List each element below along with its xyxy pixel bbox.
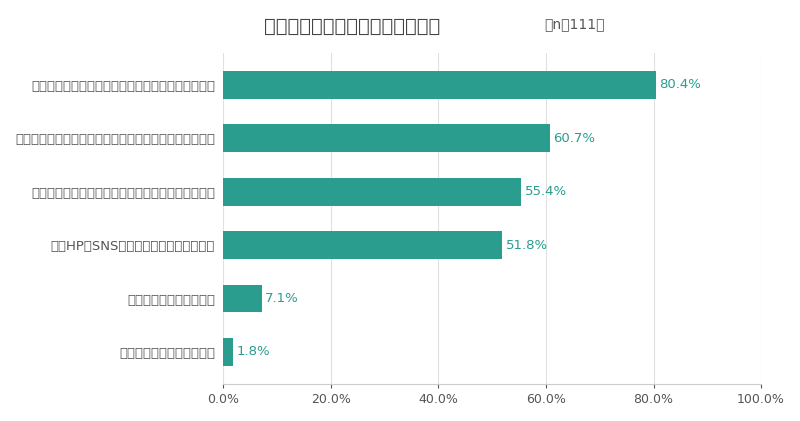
Bar — [223, 178, 522, 205]
Text: 1.8%: 1.8% — [237, 346, 270, 358]
Text: 7.1%: 7.1% — [266, 292, 299, 305]
Text: 51.8%: 51.8% — [506, 239, 548, 252]
Text: 取得したユーザーの声の活用方法: 取得したユーザーの声の活用方法 — [264, 17, 440, 36]
Bar — [223, 231, 502, 259]
Text: 80.4%: 80.4% — [659, 78, 702, 91]
Bar — [223, 125, 550, 152]
Bar — [223, 285, 262, 312]
Text: （n＝111）: （n＝111） — [544, 17, 605, 31]
Bar — [223, 71, 656, 99]
Text: 60.7%: 60.7% — [554, 132, 595, 145]
Bar — [223, 338, 233, 366]
Text: 55.4%: 55.4% — [525, 185, 567, 198]
